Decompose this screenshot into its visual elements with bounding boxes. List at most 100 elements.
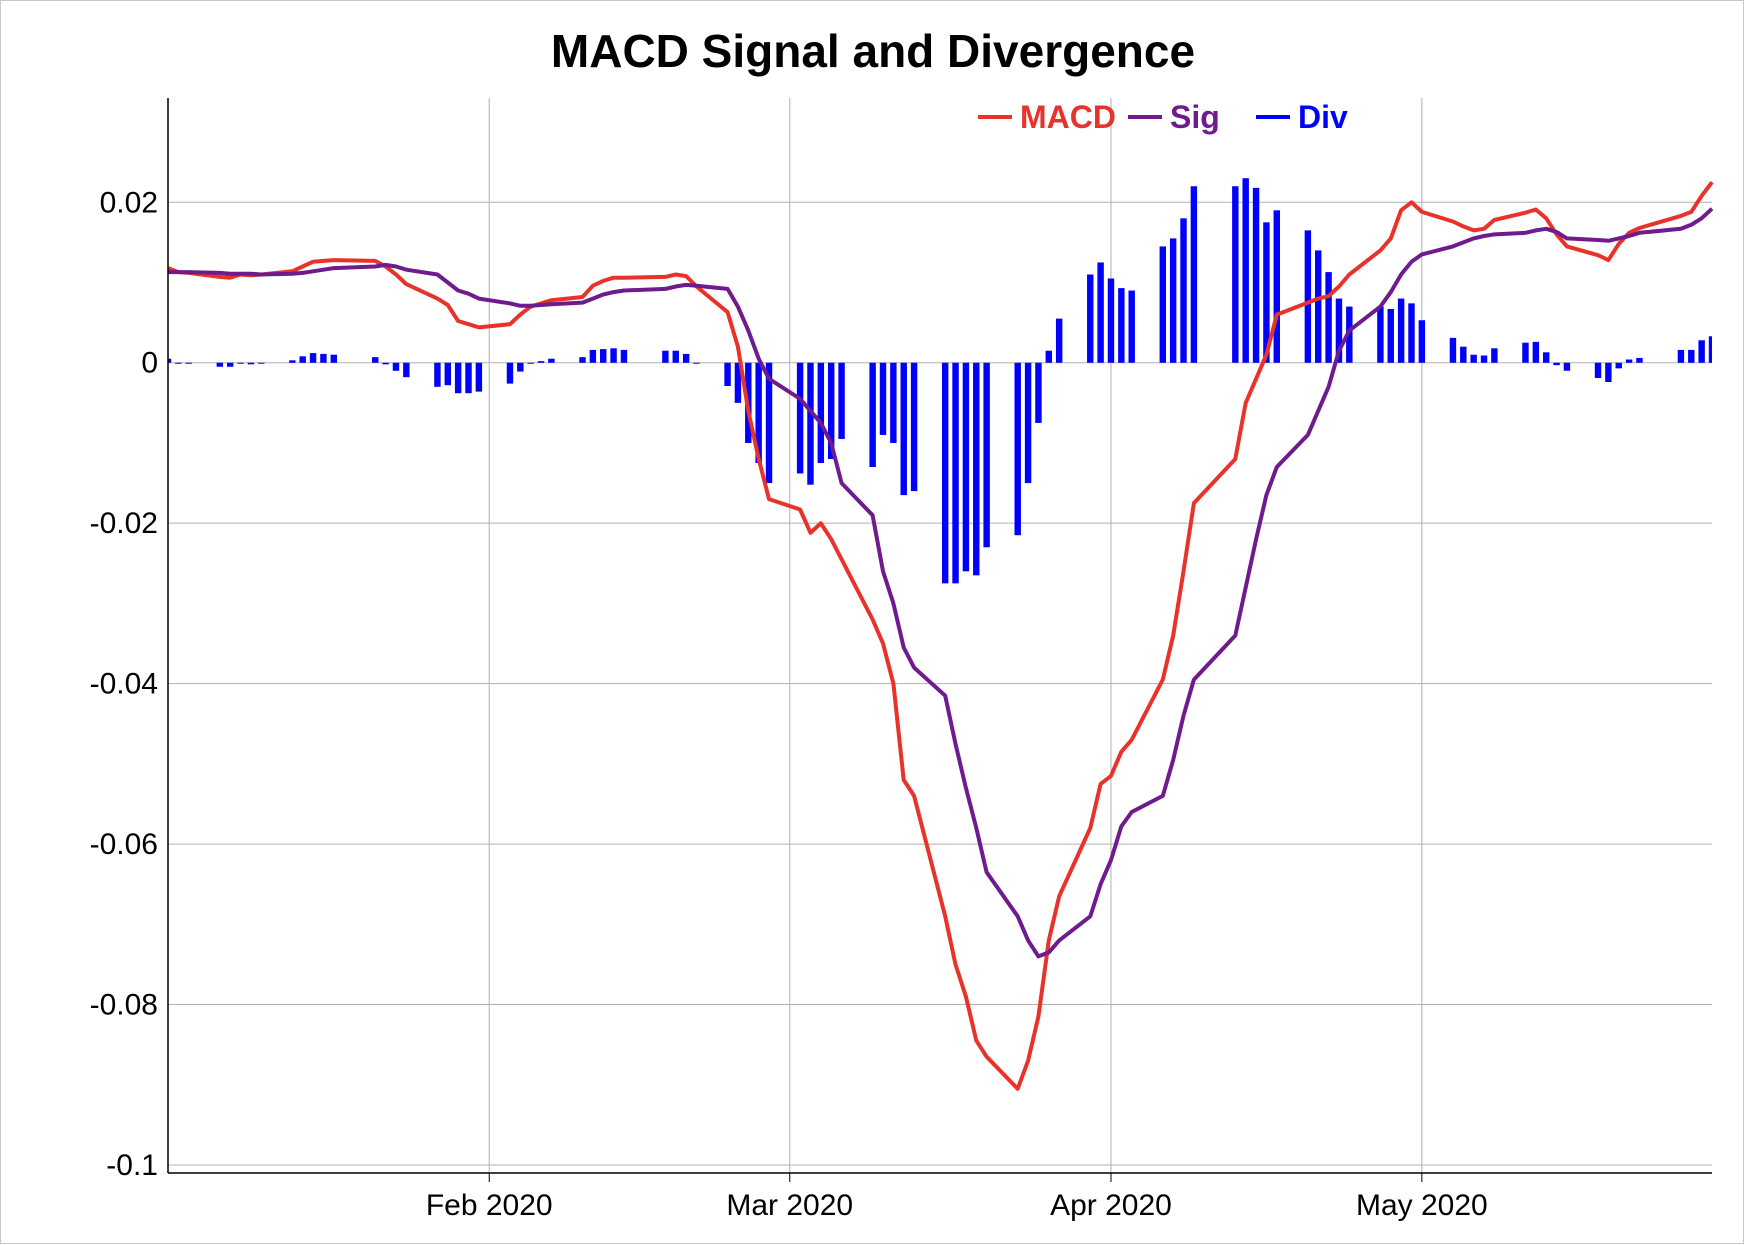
div-bar (1232, 186, 1239, 363)
div-bar (589, 349, 597, 363)
div-bar (600, 349, 607, 363)
div-bar (1169, 238, 1177, 363)
div-bar (765, 362, 773, 484)
div-bar (1563, 362, 1571, 371)
div-bar (682, 353, 690, 363)
div-bar (755, 362, 762, 464)
div-bar (1087, 274, 1094, 363)
div-bar (1708, 336, 1712, 363)
div-bar (175, 362, 182, 364)
legend-label-macd: MACD (1020, 99, 1116, 135)
div-bar (1625, 359, 1633, 363)
legend[interactable]: MACD Sig Div (978, 99, 1348, 135)
div-bar (693, 362, 700, 364)
div-bar (226, 362, 234, 367)
div-bar (1491, 348, 1498, 363)
series-lines (167, 180, 1714, 1091)
div-bar (517, 362, 524, 372)
y-tick-label: 0.02 (100, 186, 158, 219)
div-bar (1532, 341, 1540, 363)
div-bar (734, 362, 742, 403)
div-bar (537, 361, 545, 363)
y-tick-label: -0.06 (90, 828, 158, 861)
chart-title: MACD Signal and Divergence (550, 25, 1196, 77)
div-bar (1128, 290, 1135, 363)
div-bar (465, 362, 472, 394)
macd-line (167, 180, 1714, 1091)
div-bar (827, 362, 835, 460)
div-bar (434, 362, 441, 387)
div-bar (506, 362, 514, 384)
div-bar (185, 362, 192, 364)
x-tick-labels: Feb 2020 Mar 2020 Apr 2020 May 2020 (426, 1189, 1488, 1222)
div-bar (1397, 298, 1405, 363)
div-bar (392, 362, 400, 371)
div-bar (1159, 246, 1167, 363)
div-bar (258, 362, 265, 364)
div-bar (1014, 362, 1021, 536)
div-bar (299, 356, 306, 363)
div-bar (216, 362, 224, 367)
div-bar (869, 362, 876, 468)
div-bar (1263, 222, 1270, 363)
div-bar (910, 362, 918, 492)
div-bar (672, 350, 679, 363)
div-bar (1449, 337, 1457, 363)
div-bar (1273, 210, 1280, 363)
div-bar (973, 362, 980, 576)
div-bar (1615, 362, 1622, 369)
div-bar (662, 350, 669, 363)
div-bar (1107, 278, 1115, 363)
div-bar (962, 362, 970, 572)
grid-lines (168, 98, 1712, 1173)
y-tick-label: -0.04 (90, 668, 158, 701)
axes (167, 98, 1712, 1182)
div-bar (1594, 362, 1602, 378)
div-bar (1097, 262, 1104, 363)
div-bar (1387, 308, 1394, 363)
div-bar (1677, 349, 1685, 363)
div-bar (1242, 178, 1249, 363)
div-bar (983, 362, 990, 548)
div-bar (890, 362, 897, 443)
div-bar (320, 353, 327, 363)
y-tick-label: -0.1 (106, 1149, 158, 1182)
x-tick-label: May 2020 (1356, 1189, 1488, 1222)
div-bar (620, 349, 628, 363)
div-bar (796, 362, 804, 474)
div-bar (403, 362, 410, 378)
sig-line (168, 207, 1714, 959)
div-bar (1315, 250, 1322, 363)
div-bar (952, 362, 959, 584)
div-bar (1190, 186, 1198, 363)
div-bar (475, 362, 483, 392)
div-bar (1024, 362, 1032, 484)
x-tick-label: Apr 2020 (1050, 1189, 1172, 1222)
div-bar (527, 362, 534, 364)
div-bar (1522, 342, 1529, 363)
div-bar (807, 362, 814, 485)
div-bar (1553, 362, 1560, 366)
div-bar (879, 362, 887, 435)
div-bar (1377, 306, 1384, 363)
div-bar (1408, 303, 1415, 363)
div-bar (247, 362, 255, 365)
y-tick-label: -0.08 (90, 989, 158, 1022)
div-bar (1045, 350, 1053, 363)
div-bar (382, 362, 389, 365)
div-bar (610, 348, 617, 363)
div-bars (168, 178, 1712, 584)
div-bar (900, 362, 907, 496)
div-bar (1252, 187, 1260, 363)
div-bar (941, 362, 949, 584)
legend-label-sig: Sig (1170, 99, 1220, 135)
div-bar (1118, 288, 1125, 363)
div-bar (1035, 362, 1042, 423)
div-bar (1325, 272, 1332, 363)
div-bar (838, 362, 845, 439)
div-bar (1180, 218, 1187, 363)
x-tick-label: Mar 2020 (726, 1189, 853, 1222)
x-tick-label: Feb 2020 (426, 1189, 553, 1222)
